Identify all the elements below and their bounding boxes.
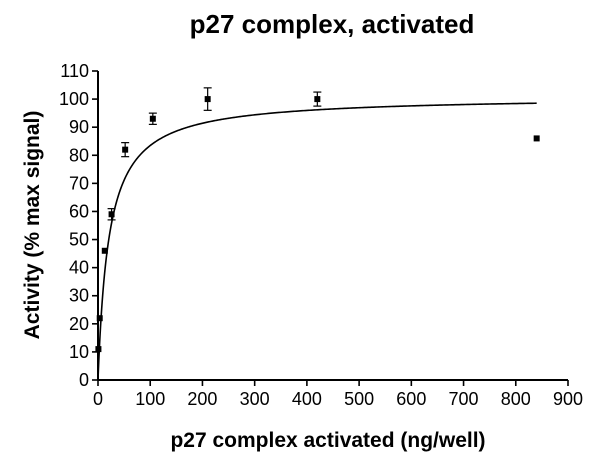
y-tick-label: 110 [60, 61, 89, 81]
data-point [533, 135, 540, 142]
x-tick-label: 800 [501, 389, 531, 409]
chart-title: p27 complex, activated [190, 9, 475, 39]
y-tick-label: 80 [69, 145, 89, 165]
x-axis-label: p27 complex activated (ng/well) [170, 429, 485, 452]
x-tick-label: 200 [187, 389, 217, 409]
y-axis-label: Activity (% max signal) [21, 111, 44, 340]
x-tick-label: 600 [396, 389, 426, 409]
y-tick-label: 90 [69, 117, 89, 137]
data-point [108, 211, 115, 218]
y-tick-label: 10 [69, 342, 89, 362]
x-tick-label: 400 [292, 389, 322, 409]
x-tick-label: 300 [240, 389, 270, 409]
data-point [314, 96, 321, 103]
y-tick-label: 50 [69, 230, 89, 250]
x-tick-label: 500 [344, 389, 374, 409]
data-point [204, 96, 211, 103]
x-tick-label: 100 [135, 389, 165, 409]
y-tick-label: 30 [69, 286, 89, 306]
y-tick-label: 0 [79, 370, 89, 390]
x-axis-ticks: 0 100 200 300 400 500 600 700 800 900 [93, 380, 583, 409]
y-tick-label: 60 [69, 201, 89, 221]
x-tick-label: 700 [449, 389, 479, 409]
x-tick-label: 0 [93, 389, 103, 409]
data-point [149, 115, 156, 122]
y-tick-label: 70 [69, 173, 89, 193]
data-point [122, 146, 129, 153]
data-point [96, 315, 103, 322]
y-tick-label: 20 [69, 314, 89, 334]
y-tick-label: 40 [69, 258, 89, 278]
x-tick-label: 900 [553, 389, 583, 409]
fit-curve [97, 102, 537, 380]
data-point [101, 247, 108, 254]
y-tick-label: 100 [59, 89, 89, 109]
data-points [95, 87, 540, 353]
data-point [95, 346, 102, 353]
y-axis-ticks: 0 10 20 30 40 50 60 70 80 90 100 110 [59, 61, 98, 390]
